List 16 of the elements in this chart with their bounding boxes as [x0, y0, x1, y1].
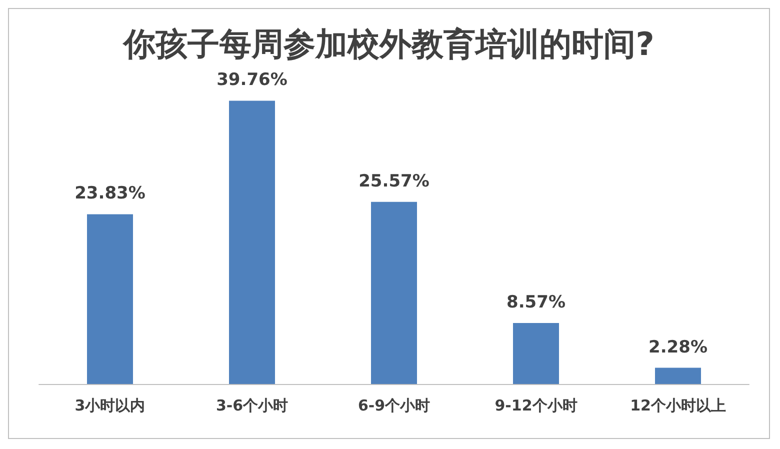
data-label: 25.57%: [358, 171, 430, 192]
x-tick-label: 3小时以内: [74, 396, 146, 414]
data-label: 39.76%: [216, 70, 288, 90]
chart-title: 你孩子每周参加校外教育培训的时间?: [122, 25, 654, 63]
data-label: 8.57%: [506, 292, 566, 312]
x-tick-label: 6-9个小时: [358, 396, 430, 414]
bar: [87, 214, 133, 384]
bar: [513, 322, 559, 384]
data-label: 23.83%: [74, 184, 146, 204]
bar: [655, 368, 701, 384]
x-tick-label: 9-12个小时: [494, 396, 578, 414]
x-tick-label: 12个小时以上: [630, 396, 726, 414]
x-tick-label: 3-6个小时: [216, 396, 288, 414]
data-label: 2.28%: [648, 337, 708, 358]
bar: [371, 202, 417, 384]
bar: [229, 100, 275, 384]
